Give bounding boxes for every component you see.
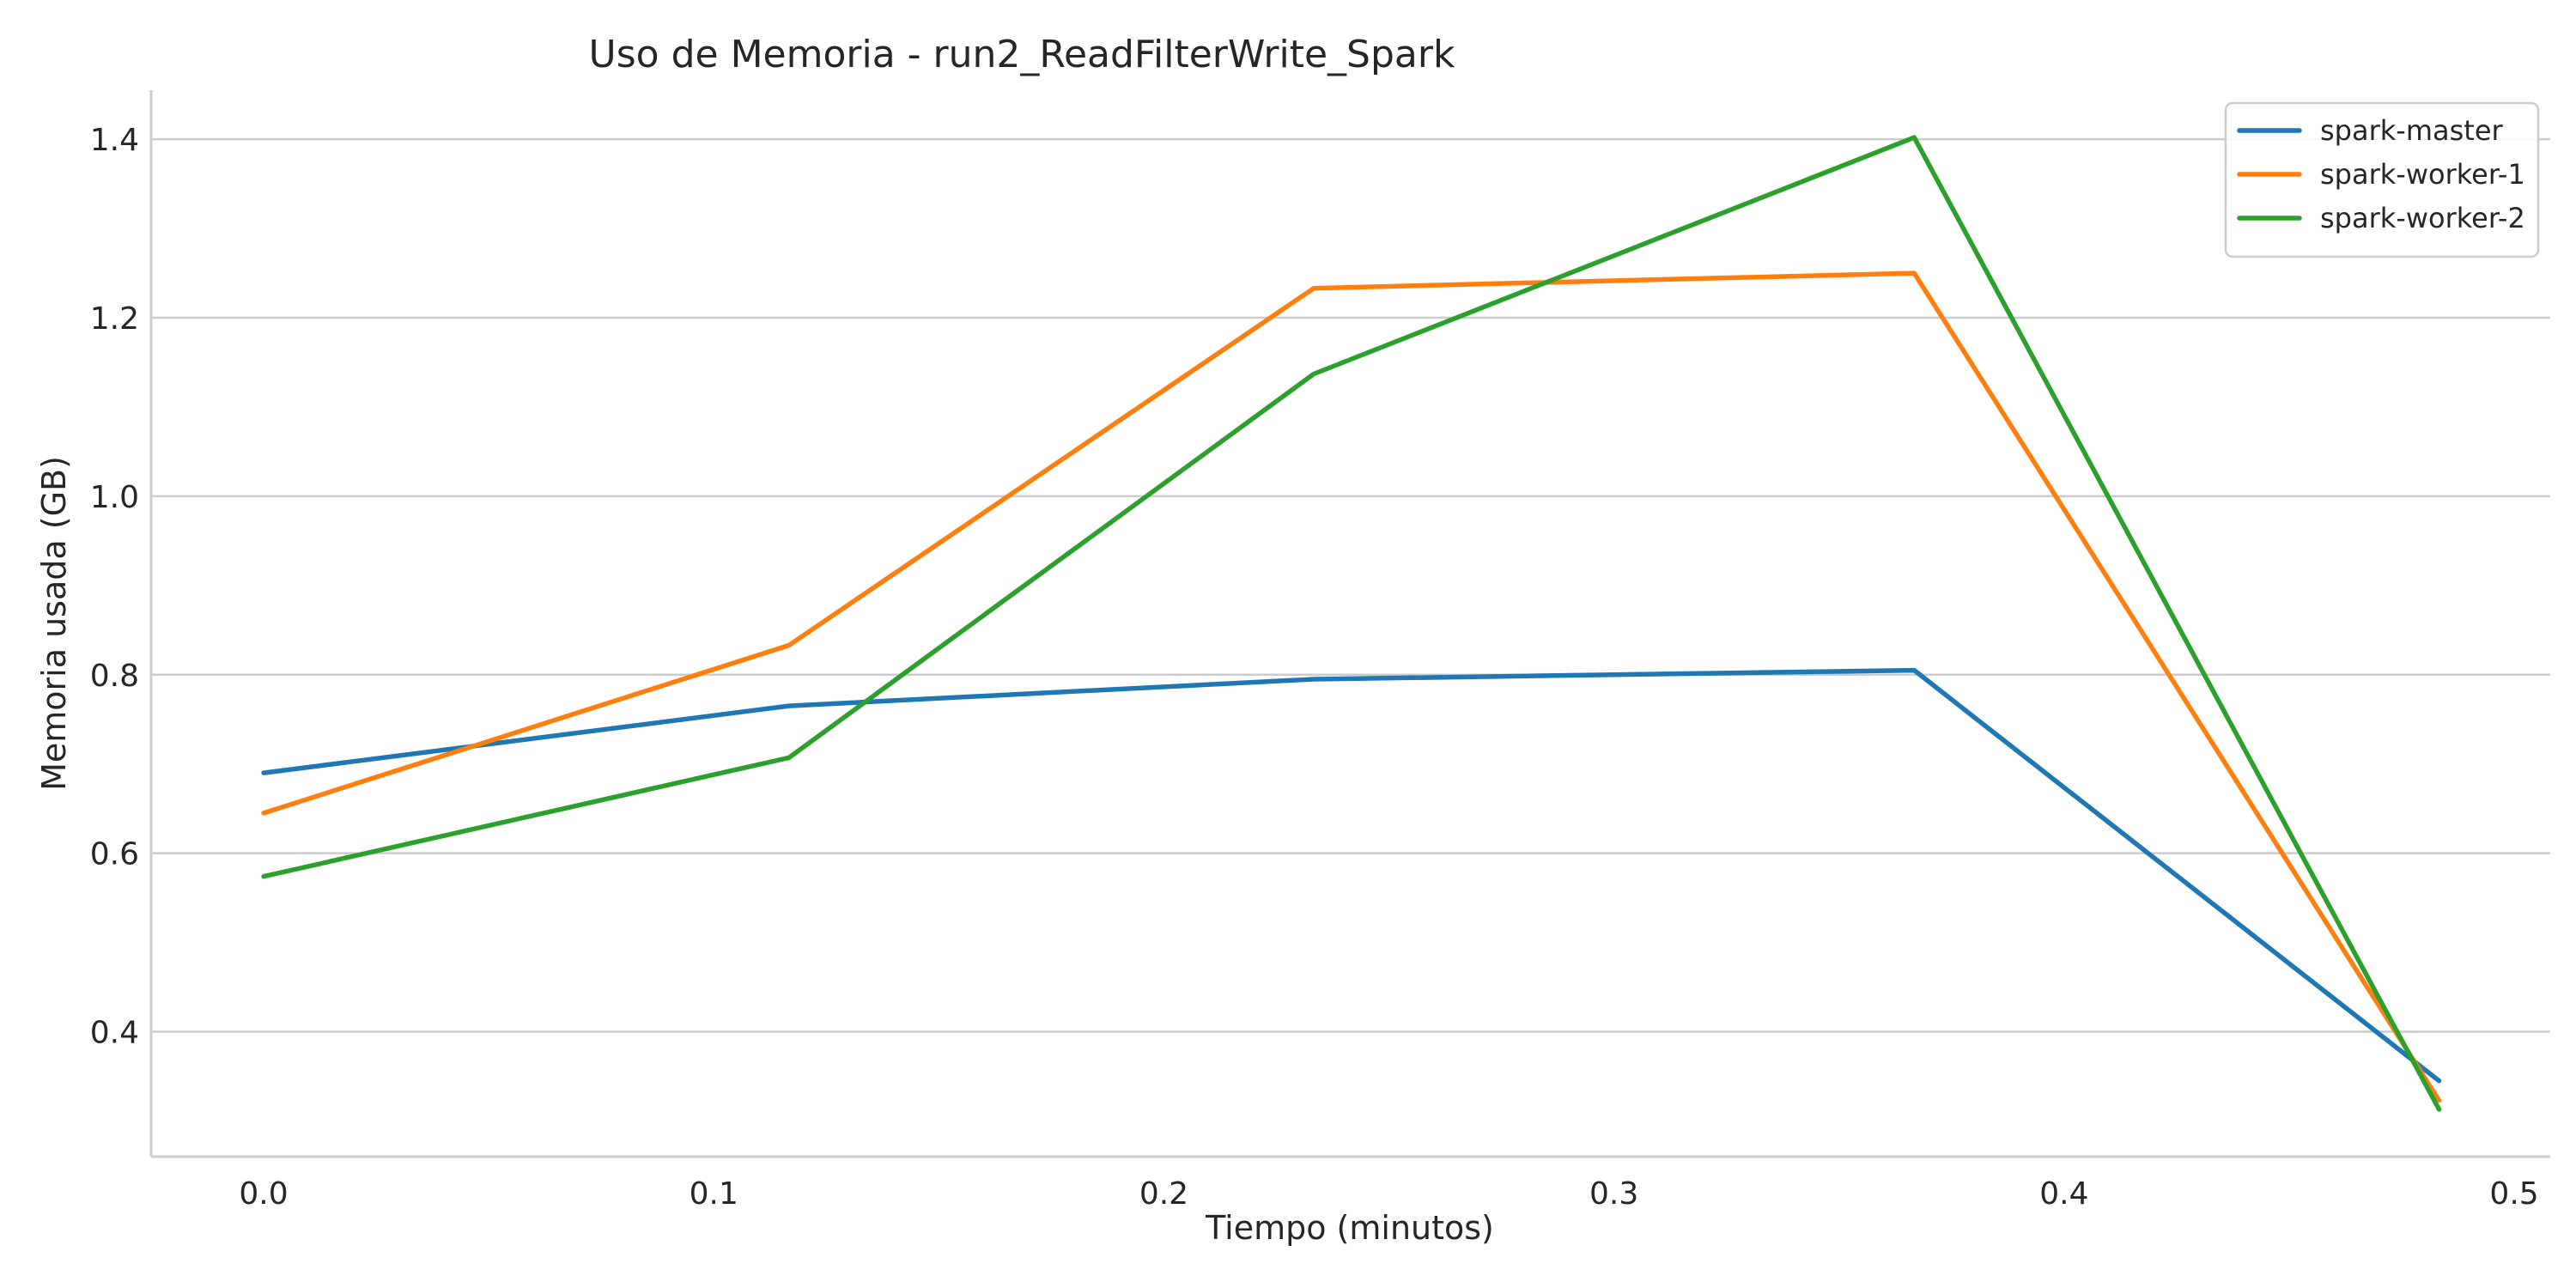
legend-box — [2224, 101, 2540, 258]
y-axis-ticks: 0.4 0.6 0.8 1.0 1.2 1.4 — [90, 123, 139, 1050]
x-tick-label: 0.0 — [239, 1176, 288, 1212]
x-tick-label: 0.4 — [2039, 1176, 2088, 1212]
legend-label-spark-master: spark-master — [2320, 114, 2504, 147]
x-tick-label: 0.1 — [690, 1176, 738, 1212]
y-tick-label: 1.0 — [90, 480, 139, 515]
axis-spines — [149, 90, 2550, 1158]
x-tick-label: 0.5 — [2489, 1176, 2538, 1212]
legend-label-spark-worker-2: spark-worker-2 — [2320, 202, 2525, 234]
y-tick-label: 0.4 — [90, 1015, 139, 1050]
x-tick-label: 0.3 — [1589, 1176, 1638, 1212]
gridlines — [151, 137, 2550, 1033]
y-tick-label: 1.4 — [90, 123, 139, 158]
series-line-spark-master — [261, 667, 2442, 1084]
x-tick-label: 0.2 — [1139, 1176, 1188, 1212]
legend-label-spark-worker-1: spark-worker-1 — [2320, 158, 2525, 191]
series-line-spark-worker-1 — [261, 270, 2442, 1103]
x-axis-label: Tiempo (minutos) — [1205, 1209, 1494, 1247]
series-lines — [261, 135, 2442, 1112]
y-tick-label: 0.8 — [90, 659, 139, 694]
y-tick-label: 1.2 — [90, 301, 139, 337]
y-tick-label: 0.6 — [90, 837, 139, 872]
chart-title: Uso de Memoria - run2_ReadFilterWrite_Sp… — [589, 33, 1455, 76]
x-axis-ticks: 0.0 0.1 0.2 0.3 0.4 0.5 — [239, 1176, 2538, 1212]
legend: spark-master spark-worker-1 spark-worker-2 — [2224, 101, 2540, 258]
y-axis-label: Memoria usada (GB) — [35, 456, 73, 791]
series-line-spark-worker-2 — [261, 135, 2442, 1112]
